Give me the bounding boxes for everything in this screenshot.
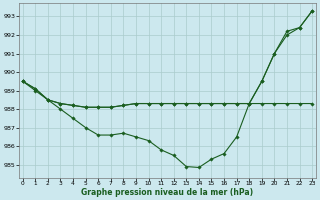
X-axis label: Graphe pression niveau de la mer (hPa): Graphe pression niveau de la mer (hPa): [81, 188, 253, 197]
